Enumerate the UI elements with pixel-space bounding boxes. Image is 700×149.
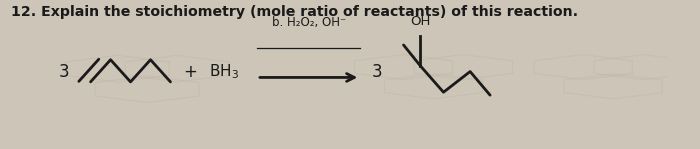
Text: 3: 3 [59,63,69,81]
Text: +: + [183,63,197,81]
Text: BH$_3$: BH$_3$ [209,62,239,81]
Text: b. H₂O₂, OH⁻: b. H₂O₂, OH⁻ [272,16,346,29]
Text: 3: 3 [372,63,382,81]
Text: 12. Explain the stoichiometry (mole ratio of reactants) of this reaction.: 12. Explain the stoichiometry (mole rati… [10,5,578,19]
Text: OH: OH [410,15,430,28]
